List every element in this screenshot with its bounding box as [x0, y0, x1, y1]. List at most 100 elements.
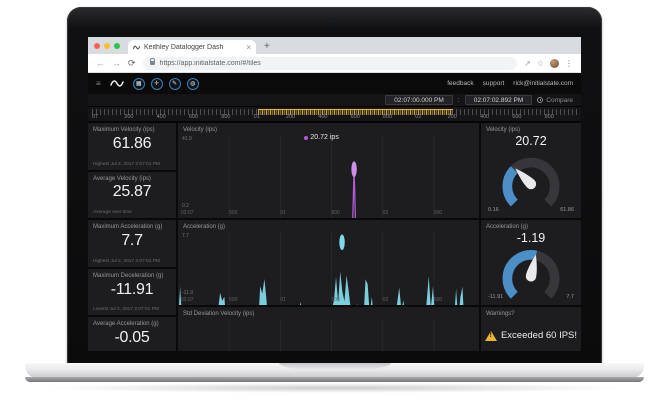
chart-title: Velocity (ips) [183, 127, 218, 133]
account-email-link[interactable]: rick@initialstate.com [513, 80, 573, 87]
stat-tile-max-acceleration: Maximum Acceleration (g) 7.7 Highest Jul… [88, 220, 176, 267]
stat-title: Average Acceleration (g) [93, 321, 159, 328]
appbar-links: feedback support rick@initialstate.com [447, 80, 573, 87]
gauge-max-label: 7.7 [566, 293, 574, 300]
stat-tile-avg-velocity: Average Velocity (ips) 25.87 Average ove… [88, 171, 176, 219]
stat-title: Maximum Velocity (ips) [93, 127, 155, 133]
gauges-column: Velocity (ips) 20.72 0.16 61.86 Accelera… [481, 123, 581, 351]
data-bucket-icon[interactable]: ◍ [186, 77, 199, 90]
acceleration-gauge [502, 249, 560, 299]
selected-range-highlight[interactable] [258, 109, 453, 115]
gauge-value: -1.19 [516, 230, 546, 245]
time-range-bar: 02:07:00.000 PM : 02:07:02.892 PM Compar… [88, 94, 581, 107]
velocity-plot-area[interactable]: 41.9 0.2 02:07 500 01 500 02 500 [178, 135, 479, 217]
x-axis-tick-label: 02 [382, 296, 389, 303]
stat-value: -11.91 [110, 280, 154, 298]
y-axis-min-label: -11.9 [182, 289, 194, 296]
timeline-tick-label: 400 [479, 114, 490, 120]
close-window-button[interactable] [94, 42, 100, 49]
addressbar-actions: ↗ ☆ ⋮ [524, 58, 573, 68]
timeline-tick-label: 02 [415, 114, 422, 120]
x-axis-tick-label: 02:07 [181, 209, 194, 216]
x-axis-tick-label: 02:07 [181, 296, 194, 303]
x-axis-labels: 02:07 500 01 500 02 500 [178, 297, 479, 304]
chart-tile-std-deviation: Std Deviation Velocity (ips) 02:07500015… [178, 306, 479, 351]
laptop-base-edge [25, 377, 644, 382]
timeline-tick-label: 600 [188, 114, 199, 120]
velocity-gauge [502, 157, 560, 207]
warning-message: Exceeded 60 IPS! [500, 330, 578, 342]
url-field[interactable]: https://app.initialstate.com/#/tiles [142, 56, 518, 70]
stat-tile-max-velocity: Maximum Velocity (ips) 61.86 Highest Jul… [88, 123, 176, 170]
compare-button[interactable]: Compare [537, 97, 573, 104]
laptop-screen-bezel: Keithley Datalogger Dash × + ← → ⟳ https… [67, 7, 602, 364]
gauge-needle-icon [515, 168, 537, 190]
share-icon[interactable]: ↗ [524, 58, 531, 68]
charts-column: Velocity (ips) 20.72 ips 41.9 0.2 02:07 5… [178, 123, 479, 351]
x-axis-tick-label: 01 [280, 296, 286, 303]
x-axis-tick-label: 02 [382, 209, 389, 216]
minimize-window-button[interactable] [104, 42, 110, 49]
stats-column: Maximum Velocity (ips) 61.86 Highest Jul… [88, 123, 176, 351]
x-axis-tick-label: 500 [229, 296, 238, 303]
sidebar-toggle-icon[interactable]: ≡ [96, 79, 101, 88]
gauge-value: 20.72 [515, 134, 547, 148]
x-axis-tick-label: 500 [433, 209, 443, 216]
acceleration-plot-area[interactable]: 7.7 -11.9 02:07 500 01 500 02 500 [178, 232, 479, 305]
timeline-tick-label: 800 [544, 114, 554, 120]
timeline-scrubber[interactable]: 07 200 400 600 800 01 200 400 600 800 02 200 400 600 8… [88, 107, 581, 123]
tiles-view-icon[interactable]: ▦ [132, 77, 145, 90]
forward-icon[interactable]: → [112, 58, 121, 68]
range-start-input[interactable]: 02:07:00.000 PM [385, 95, 453, 105]
laptop-shadow [40, 383, 630, 393]
current-value-legend: 20.72 ips [304, 134, 339, 141]
range-separator: : [457, 96, 460, 104]
stat-value: 61.86 [112, 134, 152, 152]
stat-footer: Average over time [93, 210, 132, 216]
stat-value: 7.7 [121, 231, 143, 249]
timeline-tick-label: 400 [156, 114, 166, 120]
legend-dot-icon [304, 135, 309, 140]
gauge-title: Velocity (ips) [486, 127, 521, 133]
stat-footer: Highest Jul 2, 2017 2:07:01 PM [93, 258, 160, 264]
reload-icon[interactable]: ⟳ [128, 57, 136, 68]
edit-tiles-icon[interactable]: ✎ [168, 77, 181, 90]
warning-title: Warnings? [486, 310, 515, 317]
zoom-window-button[interactable] [114, 42, 120, 49]
y-axis-min-label: 0.2 [182, 202, 189, 209]
gauge-title: Acceleration (g) [486, 223, 529, 230]
feedback-link[interactable]: feedback [447, 80, 474, 87]
stat-footer: Lowest Jul 2, 2017 2:07:01 PM [93, 307, 159, 313]
gauge-tile-acceleration: Acceleration (g) -1.19 -11.91 7.7 [481, 219, 581, 305]
warning-tile: Warnings? Exceeded 60 IPS! Since Jul 2, … [481, 306, 581, 351]
stat-title: Maximum Acceleration (g) [93, 224, 163, 231]
timeline-tick-label: 400 [318, 114, 328, 120]
close-tab-icon[interactable]: × [246, 42, 251, 52]
back-icon[interactable]: ← [96, 58, 105, 68]
x-axis-tick-label: 500 [331, 296, 340, 303]
pulse-view-icon[interactable]: ✛ [150, 77, 163, 90]
browser-tab[interactable]: Keithley Datalogger Dash × [128, 40, 256, 54]
range-end-input[interactable]: 02:07:02.892 PM [464, 95, 533, 105]
bookmark-star-icon[interactable]: ☆ [536, 58, 544, 68]
padlock-icon [149, 58, 156, 65]
gauge-needle-icon [525, 254, 537, 282]
browser-menu-icon[interactable]: ⋮ [565, 58, 573, 68]
laptop-base [25, 363, 644, 378]
stat-title: Average Velocity (ips) [93, 175, 151, 182]
dashboard-grid: Maximum Velocity (ips) 61.86 Highest Jul… [88, 123, 581, 351]
stat-footer: Highest Jul 2, 2017 2:07:01 PM [93, 161, 160, 167]
dashboard-appbar: ≡ ▦ ✛ ✎ ◍ feedback support rick@initials… [88, 73, 581, 94]
chart-title: Acceleration (g) [183, 223, 226, 230]
x-axis-tick-label: 500 [229, 209, 238, 216]
new-tab-button[interactable]: + [264, 41, 270, 52]
url-text: https://app.initialstate.com/#/tiles [159, 59, 261, 67]
timeline-tick-label: 07 [91, 114, 99, 120]
profile-avatar[interactable] [550, 58, 559, 68]
timeline-tick-label: 600 [512, 114, 522, 120]
webcam-icon [332, 19, 337, 23]
initialstate-favicon [133, 44, 140, 51]
x-axis-tick-label: 500 [331, 209, 340, 216]
support-link[interactable]: support [482, 80, 505, 87]
